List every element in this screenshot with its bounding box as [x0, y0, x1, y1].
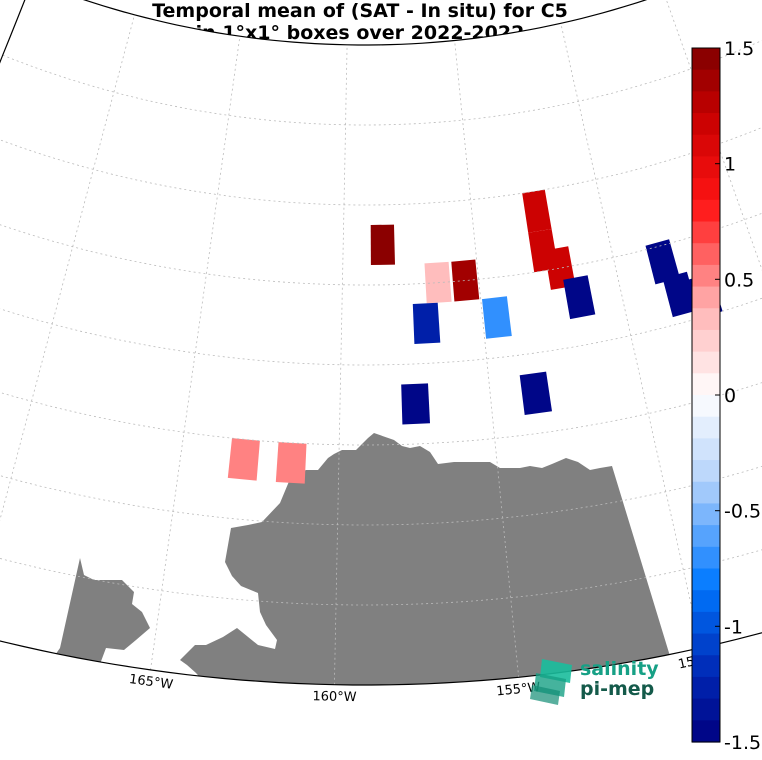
logo-text-salinity: salinity	[580, 658, 659, 680]
parallel-line	[0, 382, 762, 446]
colorbar-segment	[692, 91, 720, 114]
data-cell	[451, 259, 480, 302]
data-cell	[519, 371, 552, 415]
colorbar-segment	[692, 416, 720, 439]
colorbar-segment	[692, 69, 720, 92]
data-cell	[563, 275, 596, 320]
colorbar-segment	[692, 698, 720, 721]
colorbar-segment	[692, 633, 720, 656]
colorbar-segment	[692, 308, 720, 331]
parallel-line	[0, 212, 762, 286]
colorbar-segment	[692, 243, 720, 266]
colorbar-tick-label: -0.5	[724, 501, 761, 523]
colorbar	[691, 47, 721, 743]
longitude-label: 155°W	[496, 680, 542, 699]
colorbar-segment	[692, 134, 720, 158]
colorbar-segment	[692, 373, 720, 396]
logo-text-pi-mep: pi-mep	[580, 678, 655, 700]
colorbar-segment	[692, 395, 720, 418]
logo-wave-icon	[530, 659, 572, 705]
map-title-line2: in 1°x1° boxes over 2022-2022	[195, 22, 525, 44]
colorbar-tick-label: -1.5	[724, 732, 761, 754]
colorbar-segment	[692, 611, 720, 635]
meridian-line	[560, 23, 702, 648]
colorbar-tick-label: 1.5	[724, 38, 754, 60]
colorbar-segment	[692, 264, 720, 288]
colorbar-segment	[692, 676, 720, 700]
colorbar-segment	[692, 113, 720, 136]
data-cell	[645, 239, 680, 285]
meridian-line	[334, 44, 348, 685]
data-cell	[482, 296, 512, 339]
colorbar-tick-label: 1	[724, 154, 736, 176]
data-cell	[275, 442, 307, 484]
colorbar-segment	[692, 546, 720, 570]
data-cells	[227, 189, 723, 484]
meridian-line	[454, 40, 520, 678]
colorbar-segment	[692, 351, 720, 374]
meridian-line	[150, 36, 241, 670]
longitude-label: 165°W	[128, 672, 174, 693]
colorbar-segment	[692, 178, 720, 201]
longitude-label: 160°W	[312, 689, 357, 705]
colorbar-tick-label: 0	[724, 385, 736, 407]
colorbar-segment	[692, 568, 720, 591]
colorbar-segment	[692, 48, 720, 71]
colorbar-tick-labels: 1.5 1 0.5 0 -0.5 -1 -1.5	[715, 38, 761, 754]
colorbar-segment	[692, 221, 720, 244]
colorbar-segment	[692, 590, 720, 613]
data-cell	[370, 224, 395, 265]
data-cell	[522, 189, 552, 233]
data-cell	[401, 383, 430, 425]
colorbar-tick-label: 0.5	[724, 269, 754, 291]
parallel-line	[2, 40, 762, 126]
colorbar-tick-label: -1	[724, 616, 743, 638]
data-cell	[412, 302, 441, 344]
colorbar-segment	[692, 329, 720, 353]
colorbar-segment	[692, 481, 720, 505]
colorbar-segment	[692, 525, 720, 548]
map-frame	[0, 0, 762, 686]
colorbar-segment	[692, 286, 720, 309]
colorbar-segment	[692, 438, 720, 461]
colorbar-segment	[692, 503, 720, 526]
colorbar-segment	[692, 460, 720, 483]
map-title-line1: Temporal mean of (SAT - In situ) for C5	[152, 0, 568, 22]
salinity-pi-mep-logo: salinity pi-mep	[530, 655, 670, 705]
parallel-line	[0, 297, 762, 366]
data-cell	[227, 438, 260, 481]
colorbar-segment	[692, 199, 720, 223]
colorbar-segment	[692, 655, 720, 678]
colorbar-segment	[692, 720, 720, 743]
colorbar-segment	[692, 156, 720, 179]
